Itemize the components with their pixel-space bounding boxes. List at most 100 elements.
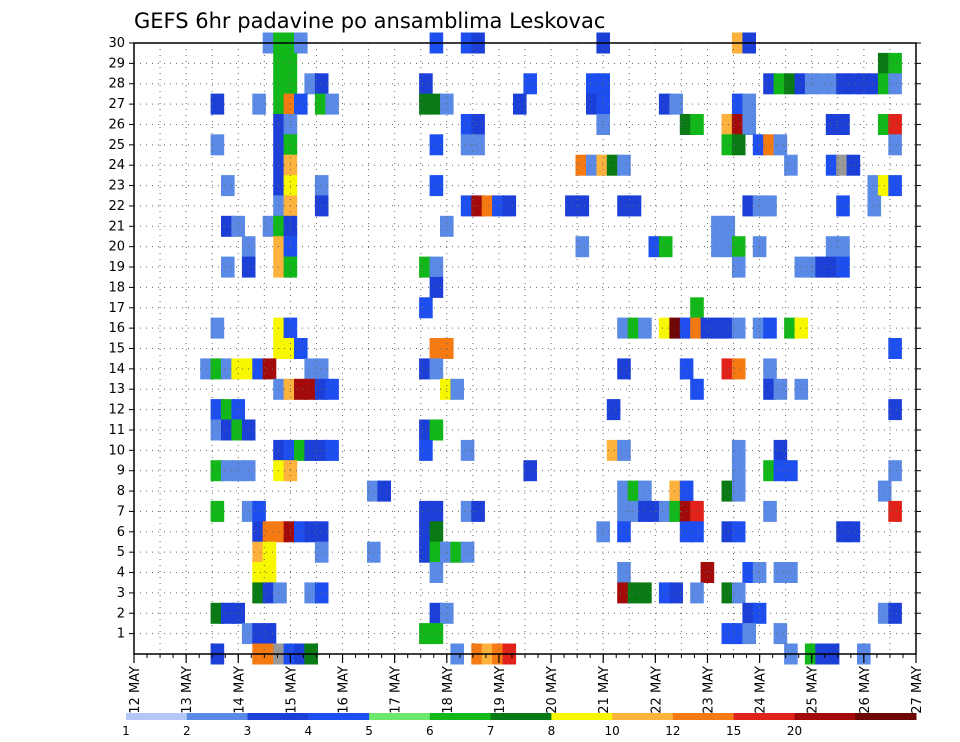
heatmap-cell (419, 521, 433, 543)
heatmap-cell (273, 215, 287, 237)
heatmap-cell (804, 256, 819, 278)
heatmap-cell (784, 317, 798, 339)
heatmap-cell (617, 500, 631, 522)
heatmap-cell (669, 582, 683, 604)
heatmap-cell (273, 195, 287, 217)
heatmap-cell (731, 521, 746, 543)
heatmap-cell (304, 73, 318, 95)
heatmap-cell (252, 623, 266, 645)
heatmap-cell (888, 114, 902, 135)
heatmap-cell (617, 582, 631, 604)
heatmap-cell (304, 582, 318, 604)
x-tick-label: 13 MAY (180, 666, 195, 714)
heatmap-cell (294, 93, 308, 115)
heatmap-cell (617, 562, 631, 583)
heatmap-cell (711, 317, 725, 339)
x-tick-label: 20 MAY (545, 666, 560, 714)
chart-title: GEFS 6hr padavine po ansamblima Leskovac (134, 9, 605, 33)
heatmap-cell (742, 195, 756, 217)
heatmap-cell (210, 358, 225, 380)
heatmap-cell (450, 378, 464, 400)
heatmap-cell (794, 73, 809, 95)
heatmap-cell (867, 73, 882, 95)
heatmap-cell (252, 93, 266, 115)
colorbar-label: 7 (487, 724, 495, 738)
heatmap-cell (825, 256, 840, 278)
y-tick-label: 1 (117, 627, 125, 642)
heatmap-cell (314, 582, 329, 604)
heatmap-cell (658, 317, 673, 339)
y-tick-label: 30 (108, 36, 125, 51)
heatmap-cell (690, 297, 704, 319)
heatmap-cell (419, 419, 433, 441)
heatmap-cell (575, 236, 590, 258)
heatmap-cell (314, 175, 329, 197)
heatmap-cell (262, 541, 277, 563)
y-tick-label: 14 (108, 362, 125, 377)
heatmap-cell (262, 358, 277, 380)
heatmap-cell (648, 236, 663, 258)
heatmap-cell (429, 175, 444, 197)
colorbar-swatch (247, 713, 309, 720)
heatmap-cell (273, 439, 287, 461)
heatmap-cell (429, 134, 444, 156)
heatmap-cell (304, 378, 318, 400)
y-tick-label: 27 (108, 97, 125, 112)
heatmap-cell (596, 154, 610, 176)
heatmap-cell (367, 480, 381, 502)
heatmap-cell (460, 500, 475, 522)
heatmap-cell (867, 175, 882, 197)
heatmap-cell (314, 195, 329, 217)
heatmap-cell (565, 195, 579, 217)
y-tick-label: 9 (117, 464, 125, 479)
colorbar-label: 8 (548, 724, 556, 738)
heatmap-cell (888, 399, 902, 421)
heatmap-cell (742, 602, 756, 624)
y-tick-label: 13 (108, 382, 125, 397)
heatmap-cell (690, 114, 704, 135)
heatmap-cell (742, 114, 756, 135)
colorbar-label: 4 (304, 724, 312, 738)
heatmap-cell (700, 317, 715, 339)
heatmap-cell (658, 236, 673, 258)
heatmap-cell (294, 521, 308, 543)
heatmap-cell (731, 358, 746, 380)
heatmap-cell (429, 521, 444, 543)
heatmap-cell (731, 460, 746, 482)
heatmap-cells (200, 32, 902, 665)
y-tick-label: 21 (108, 219, 125, 234)
heatmap-cell (429, 500, 444, 522)
x-tick-label: 16 MAY (337, 666, 352, 714)
heatmap-cell (658, 93, 673, 115)
heatmap-cell (262, 521, 277, 543)
heatmap-cell (314, 439, 329, 461)
heatmap-cell (669, 93, 683, 115)
heatmap-cell (471, 114, 485, 135)
heatmap-cell (460, 134, 475, 156)
heatmap-cell (596, 73, 610, 95)
x-tick-label: 26 MAY (858, 666, 873, 714)
heatmap-cell (314, 93, 329, 115)
x-tick-label: 12 MAY (128, 666, 143, 714)
heatmap-cell (314, 378, 329, 400)
heatmap-cell (690, 500, 704, 522)
heatmap-cell (690, 317, 704, 339)
heatmap-cell (794, 378, 809, 400)
heatmap-cell (221, 399, 235, 421)
heatmap-cell (752, 236, 767, 258)
colorbar-swatch (855, 713, 917, 720)
heatmap-cell (658, 500, 673, 522)
heatmap-cell (627, 195, 642, 217)
x-tick-label: 17 MAY (389, 666, 404, 714)
heatmap-cell (273, 175, 287, 197)
y-tick-label: 10 (108, 443, 125, 458)
heatmap-cell (888, 460, 902, 482)
colorbar-swatch (308, 713, 370, 720)
heatmap-cell (596, 114, 610, 135)
heatmap-cell (617, 521, 631, 543)
heatmap-cell (711, 215, 725, 237)
heatmap-cell (252, 541, 266, 563)
heatmap-cell (711, 236, 725, 258)
heatmap-cell (773, 623, 788, 645)
heatmap-cell (846, 154, 861, 176)
